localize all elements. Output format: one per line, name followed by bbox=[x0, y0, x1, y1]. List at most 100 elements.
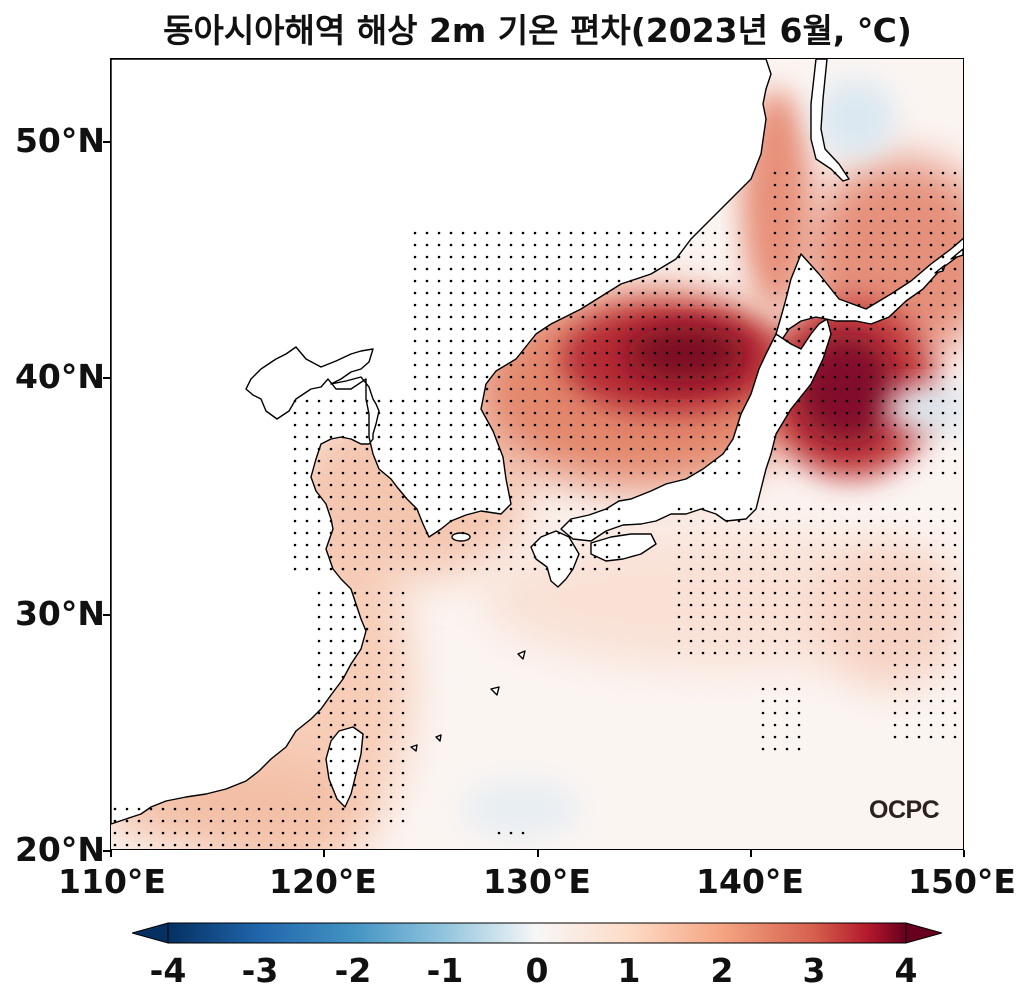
significance-dot bbox=[281, 843, 285, 847]
significance-dot bbox=[389, 447, 393, 451]
significance-dot bbox=[497, 243, 501, 247]
significance-dot bbox=[557, 495, 561, 499]
significance-dot bbox=[533, 447, 537, 451]
significance-dot bbox=[509, 375, 513, 379]
significance-dot bbox=[581, 375, 585, 379]
significance-dot bbox=[509, 831, 513, 835]
significance-dot bbox=[317, 459, 321, 463]
significance-dot bbox=[521, 555, 525, 559]
significance-dot bbox=[869, 651, 873, 655]
significance-dot bbox=[857, 231, 861, 235]
significance-dot bbox=[833, 591, 837, 595]
significance-dot bbox=[389, 519, 393, 523]
significance-dot bbox=[737, 471, 741, 475]
significance-dot bbox=[125, 807, 129, 811]
significance-dot bbox=[737, 543, 741, 547]
significance-dot bbox=[665, 279, 669, 283]
significance-dot bbox=[845, 267, 849, 271]
significance-dot bbox=[353, 471, 357, 475]
significance-dot bbox=[305, 399, 309, 403]
significance-dot bbox=[773, 435, 777, 439]
significance-dot bbox=[893, 435, 897, 439]
significance-dot bbox=[593, 303, 597, 307]
significance-dot bbox=[569, 483, 573, 487]
significance-dot bbox=[557, 459, 561, 463]
significance-dot bbox=[869, 231, 873, 235]
significance-dot bbox=[881, 615, 885, 619]
significance-dot bbox=[725, 459, 729, 463]
significance-dot bbox=[821, 423, 825, 427]
significance-dot bbox=[725, 255, 729, 259]
significance-dot bbox=[653, 471, 657, 475]
significance-dot bbox=[881, 231, 885, 235]
significance-dot bbox=[653, 387, 657, 391]
significance-dot bbox=[857, 519, 861, 523]
significance-dot bbox=[605, 555, 609, 559]
significance-dot bbox=[245, 831, 249, 835]
significance-dot bbox=[341, 543, 345, 547]
significance-dot bbox=[545, 243, 549, 247]
significance-dot bbox=[929, 459, 933, 463]
significance-dot bbox=[881, 363, 885, 367]
significance-dot bbox=[869, 567, 873, 571]
significance-dot bbox=[365, 567, 369, 571]
significance-dot bbox=[881, 291, 885, 295]
significance-dot bbox=[365, 663, 369, 667]
significance-dot bbox=[305, 819, 309, 823]
significance-dot bbox=[737, 255, 741, 259]
significance-dot bbox=[605, 375, 609, 379]
significance-dot bbox=[473, 411, 477, 415]
significance-dot bbox=[521, 279, 525, 283]
significance-dot bbox=[353, 651, 357, 655]
significance-dot bbox=[545, 363, 549, 367]
significance-dot bbox=[737, 303, 741, 307]
significance-dot bbox=[725, 471, 729, 475]
significance-dot bbox=[869, 507, 873, 511]
significance-dot bbox=[353, 519, 357, 523]
significance-dot bbox=[365, 435, 369, 439]
significance-dot bbox=[881, 339, 885, 343]
significance-dot bbox=[593, 435, 597, 439]
significance-dot bbox=[701, 543, 705, 547]
significance-dot bbox=[425, 531, 429, 535]
significance-dot bbox=[953, 579, 957, 583]
significance-dot bbox=[713, 531, 717, 535]
significance-dot bbox=[425, 291, 429, 295]
significance-dot bbox=[857, 291, 861, 295]
significance-dot bbox=[713, 459, 717, 463]
significance-dot bbox=[641, 375, 645, 379]
significance-dot bbox=[845, 555, 849, 559]
significance-dot bbox=[605, 483, 609, 487]
significance-dot bbox=[929, 351, 933, 355]
significance-dot bbox=[773, 279, 777, 283]
significance-dot bbox=[365, 459, 369, 463]
x-tick-mark bbox=[537, 850, 539, 857]
significance-dot bbox=[737, 231, 741, 235]
significance-dot bbox=[533, 543, 537, 547]
significance-dot bbox=[905, 543, 909, 547]
significance-dot bbox=[629, 291, 633, 295]
significance-dot bbox=[641, 387, 645, 391]
significance-dot bbox=[845, 411, 849, 415]
significance-dot bbox=[557, 327, 561, 331]
significance-dot bbox=[389, 819, 393, 823]
significance-dot bbox=[437, 327, 441, 331]
significance-dot bbox=[905, 327, 909, 331]
significance-dot bbox=[893, 579, 897, 583]
significance-dot bbox=[413, 339, 417, 343]
significance-dot bbox=[677, 303, 681, 307]
significance-dot bbox=[725, 543, 729, 547]
significance-dot bbox=[377, 411, 381, 415]
significance-dot bbox=[893, 603, 897, 607]
significance-dot bbox=[953, 663, 957, 667]
significance-dot bbox=[917, 351, 921, 355]
significance-dot bbox=[317, 807, 321, 811]
significance-dot bbox=[353, 447, 357, 451]
significance-dot bbox=[377, 675, 381, 679]
significance-dot bbox=[593, 459, 597, 463]
significance-dot bbox=[629, 459, 633, 463]
significance-dot bbox=[581, 411, 585, 415]
significance-dot bbox=[377, 759, 381, 763]
significance-dot bbox=[761, 711, 765, 715]
significance-dot bbox=[461, 435, 465, 439]
